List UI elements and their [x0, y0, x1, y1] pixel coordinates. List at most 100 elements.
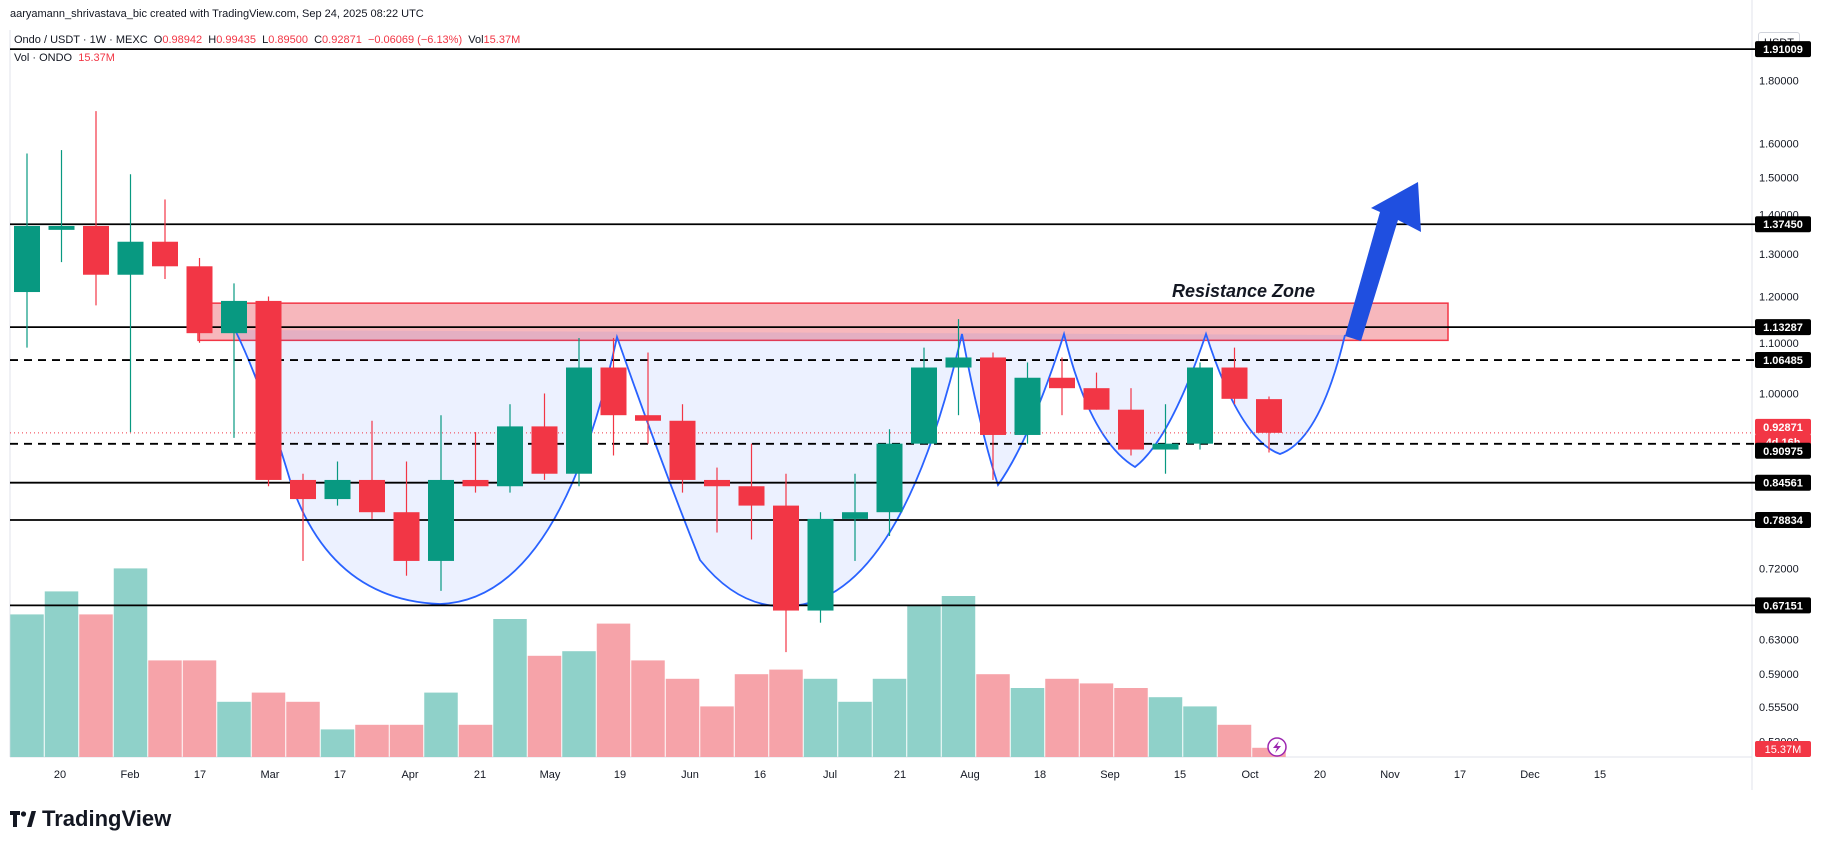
resistance-zone	[197, 302, 1449, 342]
price-label: 1.06485	[1763, 355, 1803, 367]
candle-body	[255, 300, 282, 480]
volume-bar	[1010, 688, 1045, 757]
candle-body	[635, 415, 661, 421]
x-tick-label: Sep	[1100, 769, 1120, 781]
y-tick-label: 0.55500	[1759, 702, 1799, 714]
tradingview-logo-icon	[10, 811, 36, 827]
symbol-legend[interactable]: Ondo / USDT · 1W · MEXC O0.98942 H0.9943…	[14, 34, 520, 46]
price-label: 1.91009	[1763, 44, 1803, 56]
candle-body	[704, 479, 730, 487]
volume-bar	[458, 724, 493, 757]
volume-bar	[734, 674, 769, 757]
x-tick-label: 15	[1594, 769, 1606, 781]
chart-attribution: aaryamann_shrivastava_bic created with T…	[10, 8, 424, 20]
price-label-bg	[1755, 442, 1811, 459]
candle-body	[1118, 409, 1144, 450]
volume-bar	[286, 701, 320, 757]
y-tick-label: 1.50000	[1759, 173, 1799, 185]
candle-body	[221, 300, 247, 334]
volume-bar	[355, 724, 389, 757]
volume-bar	[596, 623, 631, 757]
candle-body	[428, 479, 454, 561]
volume-bar	[217, 701, 251, 757]
candle-body	[738, 486, 765, 506]
volume-series-label: Vol · ONDO	[14, 52, 73, 64]
x-tick-label: 21	[894, 769, 906, 781]
volume-bar	[1148, 697, 1183, 757]
price-label-bg	[1755, 41, 1811, 58]
volume-series-value: 15.37M	[78, 52, 115, 64]
x-tick-label: 21	[474, 769, 486, 781]
candle-body	[152, 241, 178, 267]
close-value: 0.92871	[322, 34, 362, 46]
volume-bar	[251, 692, 286, 757]
volume-bar	[1217, 724, 1252, 757]
candle-body	[1187, 367, 1213, 444]
high-label: H	[208, 34, 217, 46]
x-tick-label: 17	[1454, 769, 1466, 781]
x-tick-label: Mar	[261, 769, 280, 781]
price-label-bg	[1755, 474, 1811, 491]
price-label-bg	[1755, 352, 1811, 369]
volume-bar	[976, 674, 1010, 757]
candle-body	[531, 426, 558, 474]
volume-bar	[389, 724, 424, 757]
change-value: −0.06069 (−6.13%)	[367, 34, 463, 46]
candle-body	[290, 479, 316, 500]
volume-bar	[872, 678, 907, 757]
volume-bar	[700, 706, 734, 757]
candle-body	[1152, 443, 1179, 450]
tradingview-logo[interactable]: TradingView	[10, 806, 171, 832]
lightning-icon-bolt	[1273, 741, 1281, 753]
candle-body	[497, 426, 523, 487]
x-tick-label: 19	[614, 769, 626, 781]
candle-body	[393, 512, 420, 561]
x-tick-label: Aug	[960, 769, 980, 781]
candle-body	[669, 420, 696, 480]
y-tick-label: 1.10000	[1759, 338, 1799, 350]
volume-bar	[769, 669, 803, 757]
x-tick-label: Feb	[121, 769, 140, 781]
open-label: O	[153, 34, 163, 46]
volume-bar	[113, 568, 148, 757]
candle-body	[462, 479, 489, 487]
price-label: 1.13287	[1763, 322, 1803, 334]
breakout-arrow	[1345, 182, 1421, 341]
y-tick-label: 0.59000	[1759, 669, 1799, 681]
high-value: 0.99435	[216, 34, 256, 46]
y-tick-label: 1.30000	[1759, 249, 1799, 261]
volume-bar	[665, 678, 700, 757]
y-tick-label: 1.20000	[1759, 291, 1799, 303]
candle-body	[14, 225, 40, 293]
volume-bar	[631, 660, 665, 757]
price-label: 0.92871	[1763, 422, 1803, 434]
volume-bar	[10, 614, 44, 757]
candle-body	[83, 225, 109, 275]
candle-body	[911, 367, 937, 444]
volume-legend[interactable]: Vol · ONDO 15.37M	[14, 52, 115, 64]
candle-body	[1083, 388, 1110, 410]
volume-bar	[527, 655, 562, 757]
candle-body	[1049, 377, 1075, 389]
x-tick-label: 20	[1314, 769, 1326, 781]
candle-body	[324, 479, 351, 500]
candle-body	[945, 357, 972, 368]
volume-bar	[907, 605, 941, 757]
x-tick-label: May	[540, 769, 561, 781]
vol-label: Vol	[468, 34, 484, 46]
volume-bar	[1114, 688, 1148, 757]
volume-bar	[1079, 683, 1114, 757]
volume-bar	[1045, 678, 1079, 757]
candle-body	[359, 479, 385, 513]
x-tick-label: 17	[334, 769, 346, 781]
price-label-bg	[1755, 216, 1811, 233]
x-tick-label: 17	[194, 769, 206, 781]
candle-body	[566, 367, 592, 474]
candle-body	[842, 512, 868, 519]
candle-body	[773, 505, 799, 611]
volume-bar	[424, 692, 458, 757]
candle-body	[48, 225, 75, 230]
close-label: C	[314, 34, 323, 46]
x-tick-label: Nov	[1380, 769, 1400, 781]
